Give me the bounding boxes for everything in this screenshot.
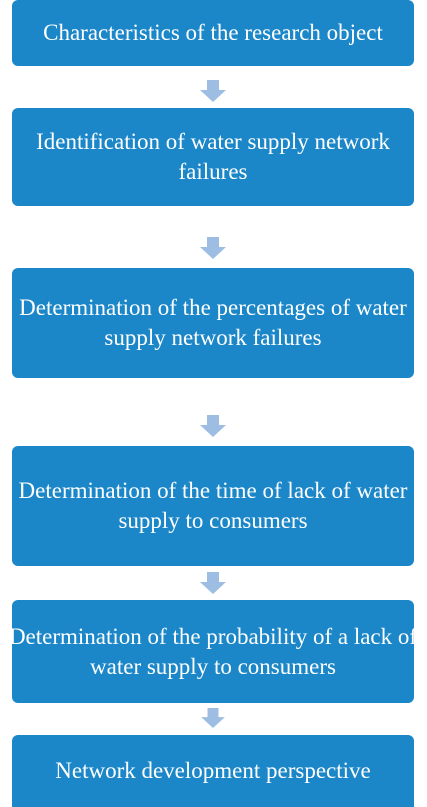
step-box: Characteristics of the research object <box>12 0 414 66</box>
step-label: Determination of the time of lack of wat… <box>18 478 408 533</box>
step-box: Identification of water supply network f… <box>12 108 414 206</box>
step-label: Determination of the probability of a la… <box>8 623 418 679</box>
down-arrow <box>201 708 225 728</box>
step-label: Characteristics of the research object <box>43 20 383 45</box>
down-arrow <box>200 572 226 594</box>
down-arrow <box>200 237 226 259</box>
step-label: Determination of the percentages of wate… <box>19 295 407 350</box>
down-arrow <box>200 415 226 437</box>
step-box: Determination of the percentages of wate… <box>12 268 414 378</box>
step-label: Network development perspective <box>55 758 371 783</box>
step-box: Determination of the time of lack of wat… <box>12 446 414 566</box>
step-box: Determination of the probability of a la… <box>9 600 417 703</box>
step-label: Identification of water supply network f… <box>36 129 390 184</box>
step-box: Network development perspective <box>12 735 414 807</box>
down-arrow <box>200 80 226 102</box>
